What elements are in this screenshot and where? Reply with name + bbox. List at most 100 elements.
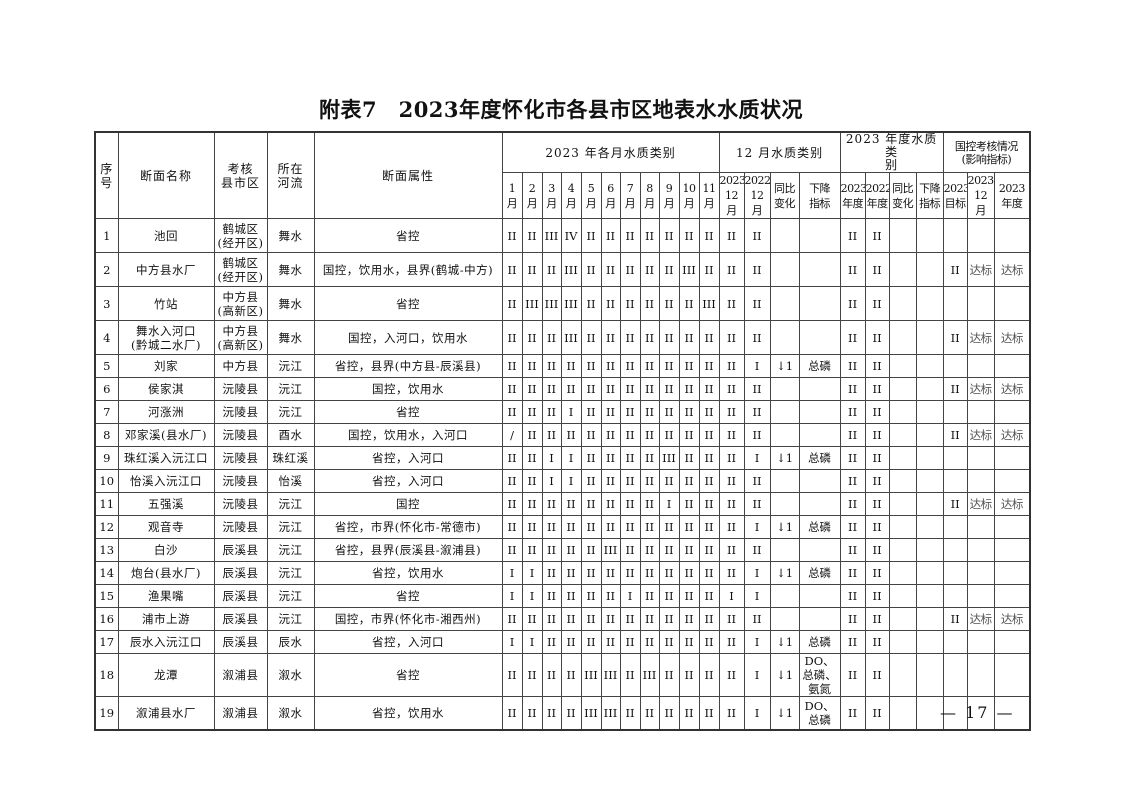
cell-dec-2022: I <box>743 446 771 470</box>
cell-month-3: II <box>541 354 562 378</box>
cell-national-dec-status <box>966 561 995 585</box>
cell-seq: 9 <box>94 446 119 470</box>
cell-river: 舞水 <box>266 320 315 355</box>
cell-river: 沅江 <box>266 561 315 585</box>
cell-year-2023: II <box>839 469 866 493</box>
cell-national-dec-status <box>966 696 995 730</box>
table-row: 12 观音寺 沅陵县 沅江 省控，市界(怀化市-常德市) II II II II II II II II… <box>94 515 1031 539</box>
cell-national-year-status <box>993 218 1031 253</box>
cell-national-year-status: 达标 <box>993 377 1031 401</box>
cell-year-2023: II <box>839 515 866 539</box>
header-year-col: 2022 年度 <box>864 172 890 219</box>
cell-year-2022: II <box>864 354 890 378</box>
cell-month-1: II <box>501 492 523 516</box>
cell-dec-change <box>769 538 800 562</box>
cell-year-2023: II <box>839 607 866 631</box>
cell-dec-2023: II <box>718 218 745 253</box>
cell-year-2022: II <box>864 377 890 401</box>
cell-month-6: II <box>600 469 621 493</box>
cell-attr: 省控，入河口 <box>313 469 503 493</box>
cell-name: 侯家淇 <box>117 377 215 401</box>
cell-year-change <box>888 423 917 447</box>
cell-seq: 3 <box>94 286 119 321</box>
page-number: — 17 — <box>940 703 1015 722</box>
cell-dec-drop-indicator <box>798 423 841 447</box>
cell-month-9: II <box>658 377 680 401</box>
cell-year-change <box>888 538 917 562</box>
cell-river: 沅江 <box>266 400 315 424</box>
cell-county: 沅陵县 <box>213 377 268 401</box>
cell-target-2023: II <box>942 492 968 516</box>
cell-dec-change <box>769 252 800 287</box>
cell-month-4: II <box>560 696 582 730</box>
cell-year-2023: II <box>839 423 866 447</box>
cell-month-3: II <box>541 377 562 401</box>
cell-dec-2022: II <box>743 469 771 493</box>
cell-year-2022: II <box>864 469 890 493</box>
cell-month-6: II <box>600 630 621 654</box>
cell-name: 池回 <box>117 218 215 253</box>
cell-month-5: II <box>580 252 602 287</box>
cell-month-9: II <box>658 584 680 608</box>
cell-month-7: II <box>619 653 641 697</box>
cell-dec-2023: II <box>718 400 745 424</box>
cell-month-8: II <box>639 423 660 447</box>
cell-year-2023: II <box>839 286 866 321</box>
cell-month-2: I <box>521 584 543 608</box>
cell-year-drop-indicator <box>915 469 944 493</box>
cell-month-1: II <box>501 607 523 631</box>
cell-name: 溆浦县水厂 <box>117 696 215 730</box>
cell-month-8: II <box>639 252 660 287</box>
cell-dec-2022: I <box>743 354 771 378</box>
cell-target-2023 <box>942 538 968 562</box>
cell-year-change <box>888 400 917 424</box>
cell-seq: 17 <box>94 630 119 654</box>
cell-month-9: II <box>658 696 680 730</box>
cell-year-drop-indicator <box>915 423 944 447</box>
cell-month-3: II <box>541 584 562 608</box>
header-month-10: 10 月 <box>678 172 700 219</box>
cell-seq: 19 <box>94 696 119 730</box>
cell-national-dec-status <box>966 400 995 424</box>
cell-month-7: II <box>619 354 641 378</box>
cell-county: 中方县 <box>213 354 268 378</box>
cell-target-2023: II <box>942 252 968 287</box>
cell-dec-drop-indicator <box>798 469 841 493</box>
cell-national-dec-status <box>966 469 995 493</box>
cell-month-2: II <box>521 446 543 470</box>
cell-dec-change <box>769 400 800 424</box>
cell-seq: 1 <box>94 218 119 253</box>
cell-attr: 国控，入河口，饮用水 <box>313 320 503 355</box>
cell-year-2022: II <box>864 320 890 355</box>
cell-target-2023 <box>942 469 968 493</box>
cell-national-year-status <box>993 653 1031 697</box>
cell-year-drop-indicator <box>915 400 944 424</box>
cell-seq: 4 <box>94 320 119 355</box>
cell-month-5: II <box>580 538 602 562</box>
header-month-7: 7 月 <box>619 172 641 219</box>
cell-month-1: / <box>501 423 523 447</box>
cell-attr: 国控，市界(怀化市-湘西州) <box>313 607 503 631</box>
cell-month-6: II <box>600 446 621 470</box>
cell-dec-change: ↓1 <box>769 561 800 585</box>
cell-year-2022: II <box>864 252 890 287</box>
cell-year-change <box>888 320 917 355</box>
cell-dec-drop-indicator <box>798 538 841 562</box>
cell-name: 刘家 <box>117 354 215 378</box>
cell-county: 沅陵县 <box>213 400 268 424</box>
cell-month-2: II <box>521 423 543 447</box>
cell-month-11: II <box>698 252 720 287</box>
cell-month-7: II <box>619 252 641 287</box>
cell-target-2023 <box>942 400 968 424</box>
cell-month-8: III <box>639 653 660 697</box>
cell-month-10: II <box>678 469 700 493</box>
cell-month-9: II <box>658 320 680 355</box>
cell-month-10: II <box>678 607 700 631</box>
cell-month-8: II <box>639 696 660 730</box>
cell-month-1: I <box>501 584 523 608</box>
cell-month-7: II <box>619 492 641 516</box>
cell-national-dec-status <box>966 354 995 378</box>
cell-target-2023 <box>942 561 968 585</box>
cell-dec-drop-indicator <box>798 492 841 516</box>
cell-year-2022: II <box>864 515 890 539</box>
